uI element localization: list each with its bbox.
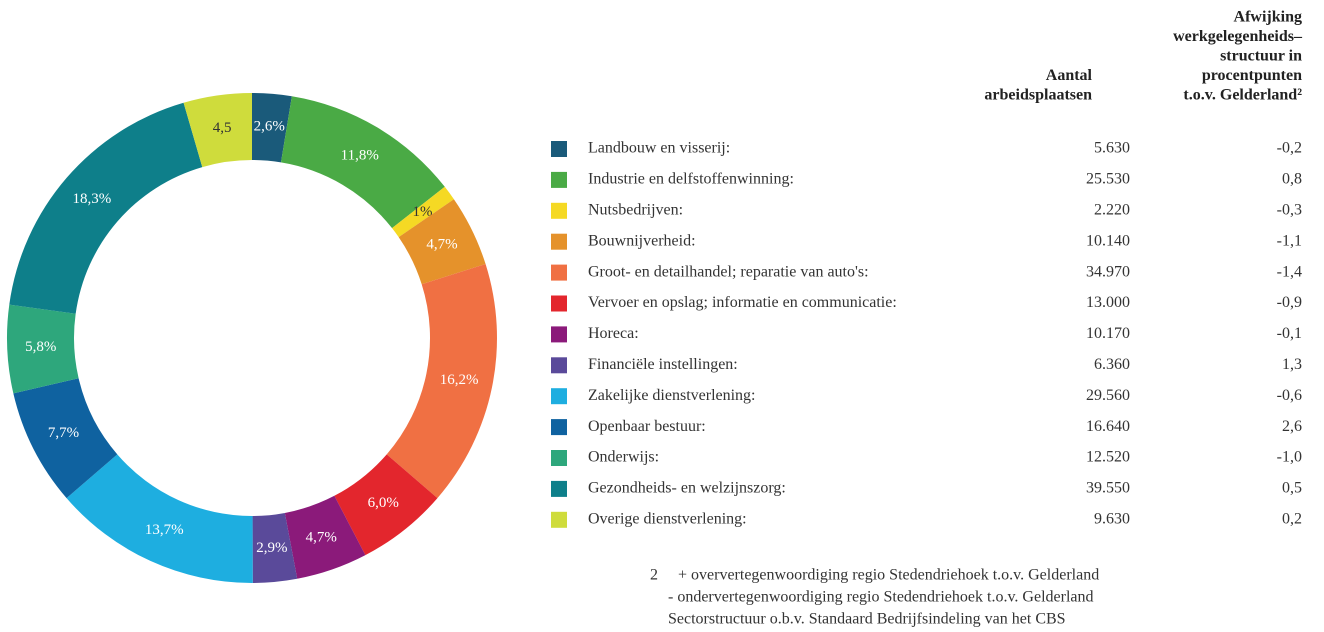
legend-swatch	[551, 233, 567, 250]
slice-label: 13,7%	[145, 522, 184, 538]
donut-slice	[398, 199, 486, 285]
table-cell: 13.000	[1086, 294, 1130, 311]
table-cell: -0,1	[1277, 325, 1302, 342]
legend-swatch	[551, 326, 567, 343]
donut-slice	[66, 454, 253, 583]
legend-swatch	[551, 141, 567, 157]
donut-slice	[13, 378, 118, 499]
table-cell: 29.560	[1086, 387, 1130, 404]
table-cell: 1,3	[1282, 356, 1302, 373]
table-cell: 25.530	[1086, 171, 1130, 188]
column-header: t.o.v. Gelderland²	[1183, 87, 1302, 104]
donut-slice	[334, 454, 438, 556]
legend-label: Gezondheids- en welzijnszorg:	[588, 480, 786, 497]
legend-swatch	[551, 480, 567, 497]
legend-swatch	[551, 357, 567, 374]
legend-swatch	[551, 511, 567, 528]
footnote-line: + oververtegenwoordiging regio Stedendri…	[678, 567, 1099, 584]
slice-label: 4,7%	[306, 529, 337, 545]
footnote-marker: 2	[650, 567, 658, 584]
legend-swatch	[551, 419, 567, 436]
legend-swatch	[551, 450, 567, 466]
table-cell: 10.140	[1086, 232, 1130, 249]
column-header: arbeidsplaatsen	[984, 87, 1092, 104]
donut-slice	[6, 304, 79, 394]
table-cell: -0,2	[1277, 140, 1302, 157]
legend-label: Landbouw en visserij:	[588, 140, 730, 157]
table-cell: 9.630	[1094, 510, 1130, 527]
slice-label: 4,5	[213, 120, 232, 136]
legend-label: Overige dienstverlening:	[588, 510, 747, 527]
donut-slice	[280, 96, 445, 229]
table-cell: 10.170	[1086, 325, 1130, 342]
footnote-line: Sectorstructuur o.b.v. Standaard Bedrijf…	[668, 611, 1066, 628]
donut-slice	[9, 102, 203, 314]
slice-label: 6,0%	[368, 495, 399, 511]
table-cell: -0,3	[1277, 201, 1302, 218]
legend-swatch	[551, 264, 567, 281]
table-cell: 0,5	[1282, 480, 1302, 497]
donut-slice	[386, 264, 497, 499]
table-cell: 0,2	[1282, 510, 1302, 527]
column-header: procentpunten	[1202, 67, 1302, 84]
donut-slice	[183, 93, 252, 168]
table-cell: 34.970	[1086, 263, 1130, 280]
legend-label: Groot- en detailhandel; reparatie van au…	[588, 263, 869, 280]
table-cell: -0,9	[1277, 294, 1302, 311]
legend-label: Openbaar bestuur:	[588, 418, 706, 435]
slice-label: 5,8%	[25, 339, 56, 355]
slice-label: 16,2%	[440, 372, 479, 388]
table-cell: -1,1	[1277, 232, 1302, 249]
legend-label: Industrie en delfstoffenwinning:	[588, 171, 794, 188]
donut-slice	[252, 93, 292, 163]
footnote-line: - ondervertegenwoordiging regio Stedendr…	[668, 589, 1094, 606]
legend-label: Bouwnijverheid:	[588, 232, 696, 249]
table-cell: 2,6	[1282, 418, 1302, 435]
legend-swatch	[551, 202, 567, 219]
table-cell: 12.520	[1086, 449, 1130, 466]
legend-swatch	[551, 388, 567, 405]
legend-label: Horeca:	[588, 325, 639, 342]
slice-label: 1%	[412, 204, 432, 220]
column-header: Afwijking	[1234, 9, 1302, 26]
legend-label: Financiële instellingen:	[588, 356, 738, 373]
table-cell: 39.550	[1086, 480, 1130, 497]
slice-label: 7,7%	[48, 425, 79, 441]
slice-label: 2,9%	[256, 540, 287, 556]
donut-slice	[284, 495, 366, 579]
slice-label: 2,6%	[254, 119, 285, 135]
column-header: werkgelegenheids–	[1173, 28, 1303, 45]
slice-label: 4,7%	[426, 237, 457, 253]
column-header: structuur in	[1220, 48, 1302, 65]
table-cell: 6.360	[1094, 356, 1130, 373]
slice-label: 18,3%	[73, 191, 112, 207]
table-cell: 16.640	[1086, 418, 1130, 435]
legend-label: Nutsbedrijven:	[588, 201, 683, 218]
table-cell: -0,6	[1277, 387, 1302, 404]
donut-slice	[392, 186, 454, 238]
legend-label: Vervoer en opslag; informatie en communi…	[588, 294, 897, 311]
legend-label: Onderwijs:	[588, 449, 659, 466]
table-cell: 2.220	[1094, 201, 1130, 218]
column-header: Aantal	[1046, 67, 1093, 84]
table-cell: 0,8	[1282, 171, 1302, 188]
slice-label: 11,8%	[341, 147, 379, 163]
table-cell: -1,0	[1277, 449, 1302, 466]
legend-label: Zakelijke dienstverlening:	[588, 387, 756, 404]
donut-slice	[252, 512, 298, 583]
table-cell: -1,4	[1277, 263, 1302, 280]
legend-swatch	[551, 171, 567, 188]
legend-swatch	[551, 295, 567, 312]
table-cell: 5.630	[1094, 140, 1130, 157]
